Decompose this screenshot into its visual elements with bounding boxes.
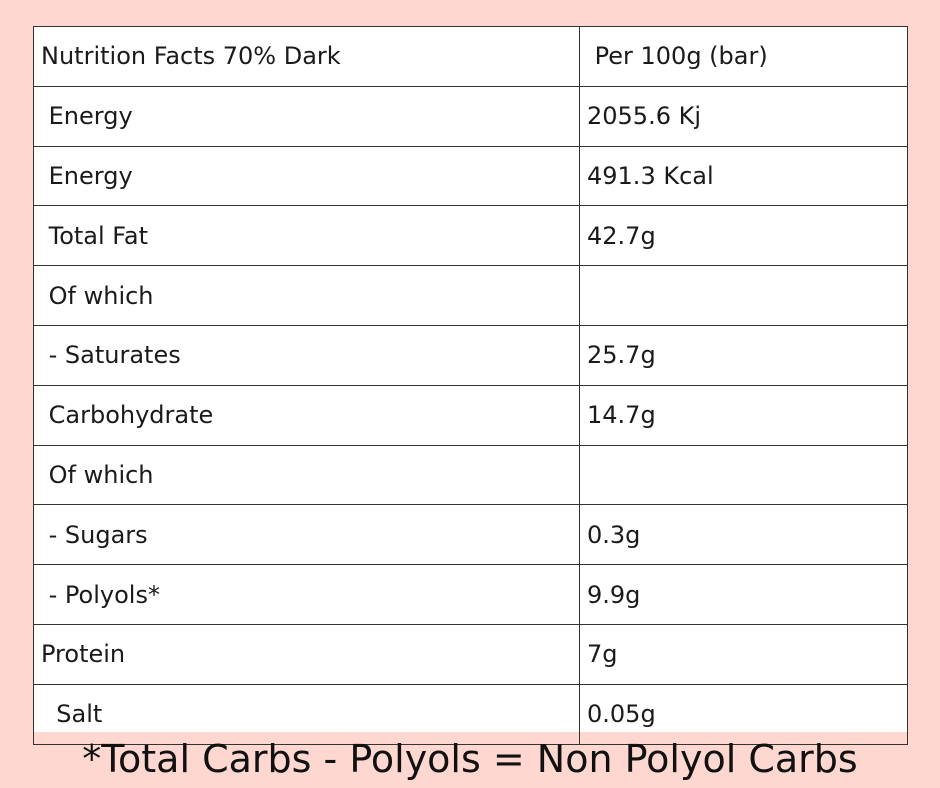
header-value-cell: Per 100g (bar)	[579, 26, 908, 87]
nutrient-value: 7g	[579, 623, 908, 685]
nutrient-value: 14.7g	[579, 384, 908, 446]
table-row: - Polyols* 9.9g	[33, 564, 908, 625]
nutrient-value: 9.9g	[579, 564, 908, 625]
table-row: - Saturates 25.7g	[33, 324, 908, 386]
table-row: Of which	[33, 265, 908, 326]
table-row: Protein 7g	[33, 623, 908, 685]
table-header-row: Nutrition Facts 70% Dark Per 100g (bar)	[33, 26, 908, 87]
nutrition-table-container: Nutrition Facts 70% Dark Per 100g (bar) …	[33, 26, 908, 745]
nutrient-label: - Polyols*	[33, 564, 580, 625]
nutrient-value: 42.7g	[579, 205, 908, 267]
nutrient-label: Protein	[33, 623, 580, 685]
table-row: Energy 2055.6 Kj	[33, 85, 908, 147]
nutrient-label: Carbohydrate	[33, 384, 580, 446]
nutrient-value: 25.7g	[579, 324, 908, 386]
nutrient-value	[579, 265, 908, 326]
nutrient-value: 491.3 Kcal	[579, 145, 908, 207]
table-row: Salt 0.05g	[33, 683, 908, 745]
nutrient-label: Energy	[33, 85, 580, 147]
nutrient-label: Total Fat	[33, 205, 580, 267]
nutrient-value: 2055.6 Kj	[579, 85, 908, 147]
nutrient-value: 0.05g	[579, 683, 908, 745]
table-row: Of which	[33, 444, 908, 506]
header-label-cell: Nutrition Facts 70% Dark	[33, 26, 580, 87]
table-row: Energy 491.3 Kcal	[33, 145, 908, 207]
nutrition-table: Nutrition Facts 70% Dark Per 100g (bar) …	[33, 26, 908, 745]
nutrient-label: Of which	[33, 265, 580, 326]
polyols-footnote: *Total Carbs - Polyols = Non Polyol Carb…	[82, 737, 858, 781]
nutrient-label: Energy	[33, 145, 580, 207]
nutrient-label: - Sugars	[33, 504, 580, 566]
nutrient-label: Salt	[33, 683, 580, 745]
table-row: Carbohydrate 14.7g	[33, 384, 908, 446]
nutrient-label: - Saturates	[33, 324, 580, 386]
table-row: - Sugars 0.3g	[33, 504, 908, 566]
nutrient-value	[579, 444, 908, 506]
table-row: Total Fat 42.7g	[33, 205, 908, 267]
nutrient-label: Of which	[33, 444, 580, 506]
nutrient-value: 0.3g	[579, 504, 908, 566]
